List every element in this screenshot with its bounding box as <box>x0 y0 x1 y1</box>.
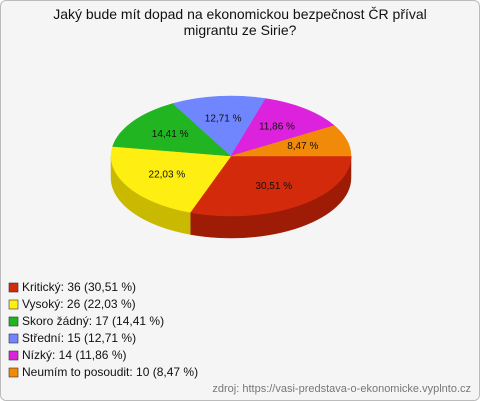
legend-swatch <box>8 282 19 293</box>
pie-slice <box>172 95 267 157</box>
legend-label: Neumím to posoudit: 10 (8,47 %) <box>22 365 198 379</box>
pie-slice <box>189 155 352 217</box>
legend-swatch <box>8 350 19 361</box>
data-label: 22,03 % <box>149 170 186 181</box>
legend-label: Vysoký: 26 (22,03 %) <box>22 297 136 311</box>
pie-slice <box>112 103 232 157</box>
data-label: 14,41 % <box>152 129 189 140</box>
pie-slice <box>230 98 335 157</box>
legend-label: Skoro žádný: 17 (14,41 %) <box>22 314 164 328</box>
data-label: 12,71 % <box>205 114 242 125</box>
legend-label: Nízký: 14 (11,86 %) <box>22 348 126 362</box>
legend-swatch <box>8 316 19 327</box>
legend-swatch <box>8 333 19 344</box>
legend-label: Kritický: 36 (30,51 %) <box>22 280 136 294</box>
data-label: 11,86 % <box>259 121 295 132</box>
pie-slice <box>110 146 232 213</box>
data-label: 30,51 % <box>255 181 292 192</box>
data-label: 8,47 % <box>287 141 318 152</box>
pie-slice <box>230 125 352 157</box>
legend-swatch <box>8 299 19 310</box>
legend-label: Střední: 15 (12,71 %) <box>22 331 136 345</box>
legend-swatch <box>8 367 19 378</box>
chart-title: Jaký bude mít dopad na ekonomickou bezpe… <box>53 6 427 38</box>
source: zdroj: https://vasi-predstava-o-ekonomic… <box>212 383 471 395</box>
